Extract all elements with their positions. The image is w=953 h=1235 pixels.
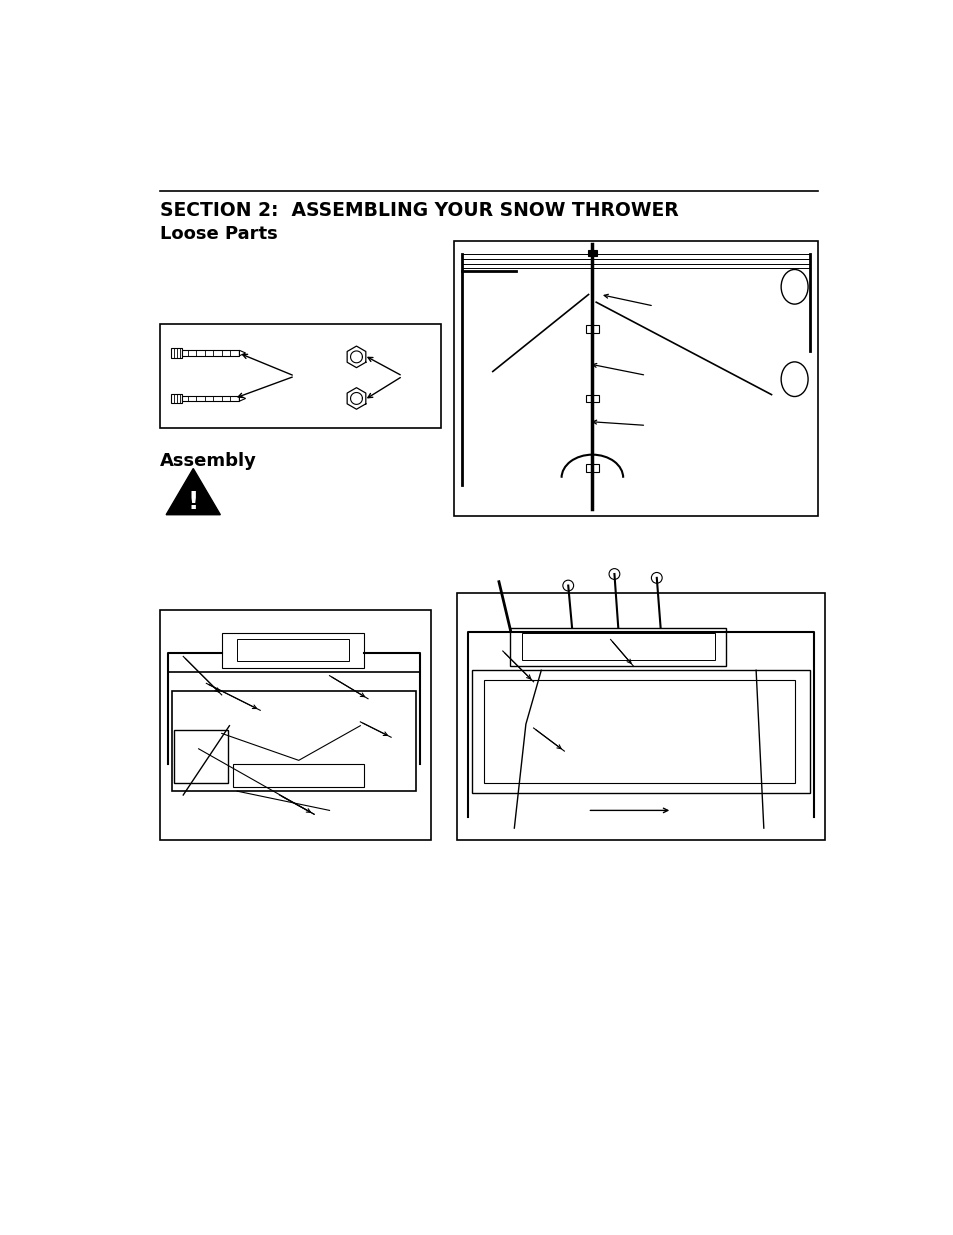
Bar: [171, 394, 181, 403]
Text: Assembly: Assembly: [160, 452, 256, 469]
Bar: [181, 395, 239, 401]
Bar: [510, 627, 725, 667]
Bar: [221, 634, 364, 668]
Bar: [585, 325, 598, 333]
Polygon shape: [239, 351, 245, 356]
Bar: [171, 348, 181, 358]
Bar: [172, 692, 416, 792]
Circle shape: [651, 573, 661, 583]
Text: Loose Parts: Loose Parts: [160, 225, 277, 243]
Bar: [173, 730, 228, 783]
Bar: [587, 249, 597, 256]
Circle shape: [562, 580, 573, 592]
Bar: [160, 324, 440, 427]
Bar: [233, 764, 364, 787]
Bar: [160, 610, 431, 840]
Text: SECTION 2:  ASSEMBLING YOUR SNOW THROWER: SECTION 2: ASSEMBLING YOUR SNOW THROWER: [160, 200, 679, 220]
Bar: [483, 679, 794, 783]
Bar: [454, 241, 817, 516]
Bar: [472, 671, 809, 793]
Bar: [521, 634, 714, 661]
Circle shape: [608, 568, 619, 579]
Bar: [181, 351, 239, 356]
Polygon shape: [166, 468, 220, 515]
Text: !: !: [188, 490, 199, 515]
Bar: [585, 464, 598, 472]
Bar: [456, 593, 824, 840]
Bar: [585, 395, 598, 403]
Bar: [237, 640, 349, 661]
Polygon shape: [239, 395, 245, 401]
